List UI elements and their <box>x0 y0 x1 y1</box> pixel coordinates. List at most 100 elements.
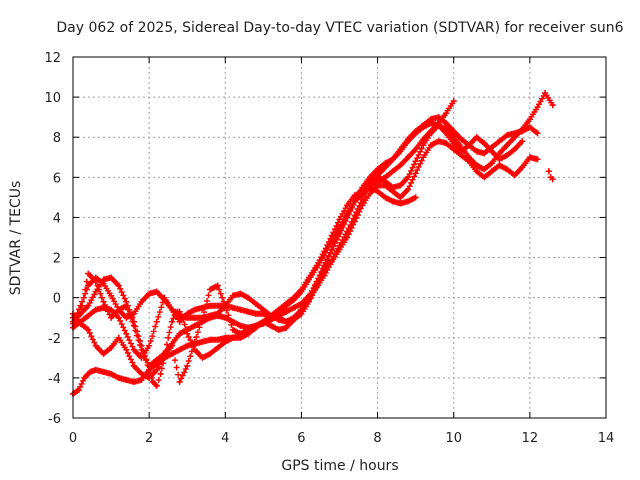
data-point <box>412 158 419 165</box>
data-point <box>519 126 526 133</box>
x-tick-label: 2 <box>145 431 153 446</box>
data-point <box>77 302 84 309</box>
data-point <box>115 334 122 341</box>
data-point <box>359 196 366 203</box>
data-point <box>519 164 526 171</box>
data-point <box>534 156 541 163</box>
y-tick-label: 4 <box>53 211 61 226</box>
data-point <box>207 302 214 309</box>
data-point <box>85 326 92 333</box>
x-tick-label: 12 <box>522 431 539 446</box>
data-point <box>81 374 88 381</box>
data-point <box>191 322 198 329</box>
data-point <box>511 146 518 153</box>
data-point <box>283 324 290 331</box>
data-point <box>313 278 320 285</box>
data-point <box>184 314 191 321</box>
data-point <box>108 314 115 321</box>
data-point <box>153 318 160 325</box>
data-point <box>176 312 183 319</box>
data-point <box>92 274 99 281</box>
data-point <box>382 182 389 189</box>
data-point <box>85 270 92 277</box>
data-point <box>420 142 427 149</box>
data-point <box>199 314 206 321</box>
data-point <box>420 136 427 143</box>
data-point <box>229 304 236 311</box>
data-point <box>237 322 244 329</box>
data-point <box>481 166 488 173</box>
data-point <box>450 146 457 153</box>
data-point <box>115 306 122 313</box>
data-point <box>526 124 533 131</box>
data-point <box>169 318 175 325</box>
data-point <box>306 274 312 281</box>
data-point <box>545 168 552 175</box>
data-point <box>275 316 282 323</box>
data-point <box>336 216 343 223</box>
data-point <box>77 320 84 327</box>
data-point <box>207 286 214 293</box>
data-point <box>146 290 153 297</box>
data-point <box>496 150 503 157</box>
data-point <box>100 304 107 311</box>
data-point <box>405 174 411 181</box>
data-point <box>130 322 137 329</box>
data-point <box>123 346 130 353</box>
data-point <box>237 330 244 337</box>
y-tick-label: -4 <box>48 372 61 387</box>
y-tick-label: -6 <box>48 412 61 427</box>
data-point <box>169 342 175 349</box>
data-point <box>214 336 221 343</box>
x-tick-label: 8 <box>373 431 381 446</box>
data-point <box>420 124 427 131</box>
data-point <box>115 282 122 289</box>
data-point <box>100 368 107 375</box>
data-point <box>443 110 450 117</box>
data-point <box>199 354 206 361</box>
data-point <box>165 334 172 341</box>
data-point <box>85 282 92 289</box>
y-tick-label: -2 <box>48 332 61 347</box>
data-point <box>115 314 122 321</box>
data-point <box>199 304 206 311</box>
data-point <box>488 168 495 175</box>
data-point <box>465 158 472 165</box>
data-point <box>268 322 274 329</box>
data-point <box>229 334 236 341</box>
data-point <box>519 138 526 145</box>
data-point <box>123 302 130 309</box>
data-point <box>496 162 503 169</box>
data-point <box>397 182 404 189</box>
data-point <box>427 142 434 149</box>
y-tick-label: 12 <box>44 51 61 66</box>
data-point <box>176 330 183 337</box>
data-point <box>283 318 290 325</box>
data-point <box>290 294 297 301</box>
data-point <box>214 282 221 289</box>
data-point <box>138 370 145 377</box>
data-point <box>184 362 191 369</box>
data-point <box>443 140 450 147</box>
data-point <box>511 172 518 179</box>
data-point <box>412 170 419 177</box>
data-point <box>184 342 191 349</box>
x-axis-label: GPS time / hours <box>281 458 398 474</box>
data-point <box>229 326 236 333</box>
data-point <box>268 312 274 319</box>
data-point <box>344 234 351 241</box>
data-point <box>108 306 115 313</box>
data-point <box>146 374 153 381</box>
data-point <box>473 148 480 155</box>
x-tick-label: 10 <box>445 431 462 446</box>
data-point <box>146 342 153 349</box>
data-point <box>435 138 442 145</box>
data-point <box>176 378 183 385</box>
data-point <box>427 120 434 127</box>
data-point <box>108 370 115 377</box>
data-point <box>504 166 510 173</box>
data-point <box>298 286 305 293</box>
data-point <box>534 130 541 137</box>
data-point <box>367 190 373 197</box>
